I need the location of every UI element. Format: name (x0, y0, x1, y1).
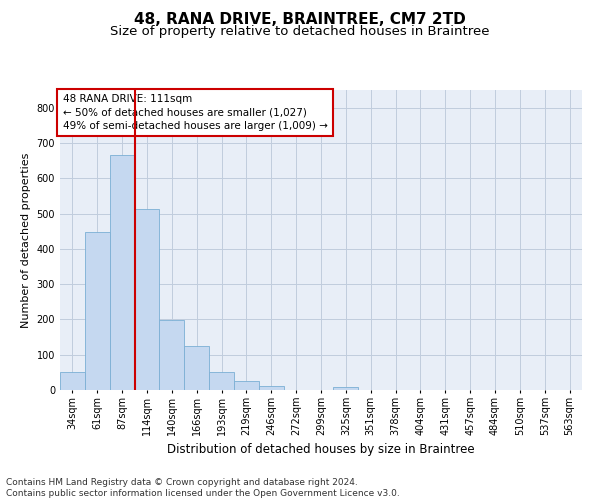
Y-axis label: Number of detached properties: Number of detached properties (21, 152, 31, 328)
Text: Size of property relative to detached houses in Braintree: Size of property relative to detached ho… (110, 25, 490, 38)
X-axis label: Distribution of detached houses by size in Braintree: Distribution of detached houses by size … (167, 444, 475, 456)
Text: Contains HM Land Registry data © Crown copyright and database right 2024.
Contai: Contains HM Land Registry data © Crown c… (6, 478, 400, 498)
Bar (60, 372, 85, 390)
Bar (184, 346, 209, 390)
Bar (85, 232, 110, 390)
Text: 48, RANA DRIVE, BRAINTREE, CM7 2TD: 48, RANA DRIVE, BRAINTREE, CM7 2TD (134, 12, 466, 28)
Bar (234, 381, 259, 390)
Bar (134, 208, 160, 390)
Bar (334, 387, 358, 390)
Bar (209, 372, 234, 390)
Bar (110, 154, 134, 390)
Bar (259, 386, 284, 390)
Text: 48 RANA DRIVE: 111sqm
← 50% of detached houses are smaller (1,027)
49% of semi-d: 48 RANA DRIVE: 111sqm ← 50% of detached … (62, 94, 328, 131)
Bar (160, 320, 184, 390)
